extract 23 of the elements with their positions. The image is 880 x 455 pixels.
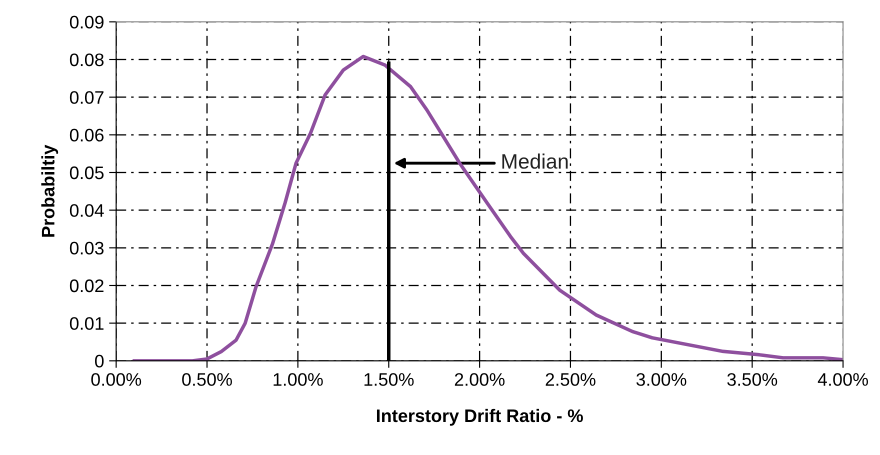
y-tick-label: 0.09 <box>70 16 104 29</box>
y-tick-label: 0.03 <box>70 242 104 255</box>
x-tick-label: 2.50% <box>546 373 596 386</box>
x-axis-title: Interstory Drift Ratio - % <box>376 408 583 426</box>
x-tick-label: 3.00% <box>636 373 686 386</box>
y-tick-label: 0.01 <box>70 317 104 330</box>
x-tick-label: 3.50% <box>727 373 778 386</box>
y-tick-label: 0 <box>95 354 104 368</box>
annotation: Median <box>502 153 568 169</box>
x-tick-label: 2.00% <box>454 373 505 386</box>
y-tick-label: 0.04 <box>70 204 104 217</box>
x-tick-label: 4.00% <box>818 373 868 386</box>
y-tick-label: 0.05 <box>70 166 104 180</box>
line-series <box>132 54 844 361</box>
y-axis-title: Probabiltiy <box>41 144 58 237</box>
x-tick-label: 0.50% <box>182 373 232 386</box>
y-tick-label: 0.06 <box>70 128 104 142</box>
x-tick-label: 0.00% <box>91 373 142 386</box>
y-tick-label: 0.08 <box>70 53 104 66</box>
x-tick-label: 1.50% <box>364 373 414 386</box>
x-tick-label: 1.00% <box>274 373 323 386</box>
y-tick-label: 0.07 <box>70 91 104 104</box>
y-tick-label: 0.02 <box>70 279 104 292</box>
